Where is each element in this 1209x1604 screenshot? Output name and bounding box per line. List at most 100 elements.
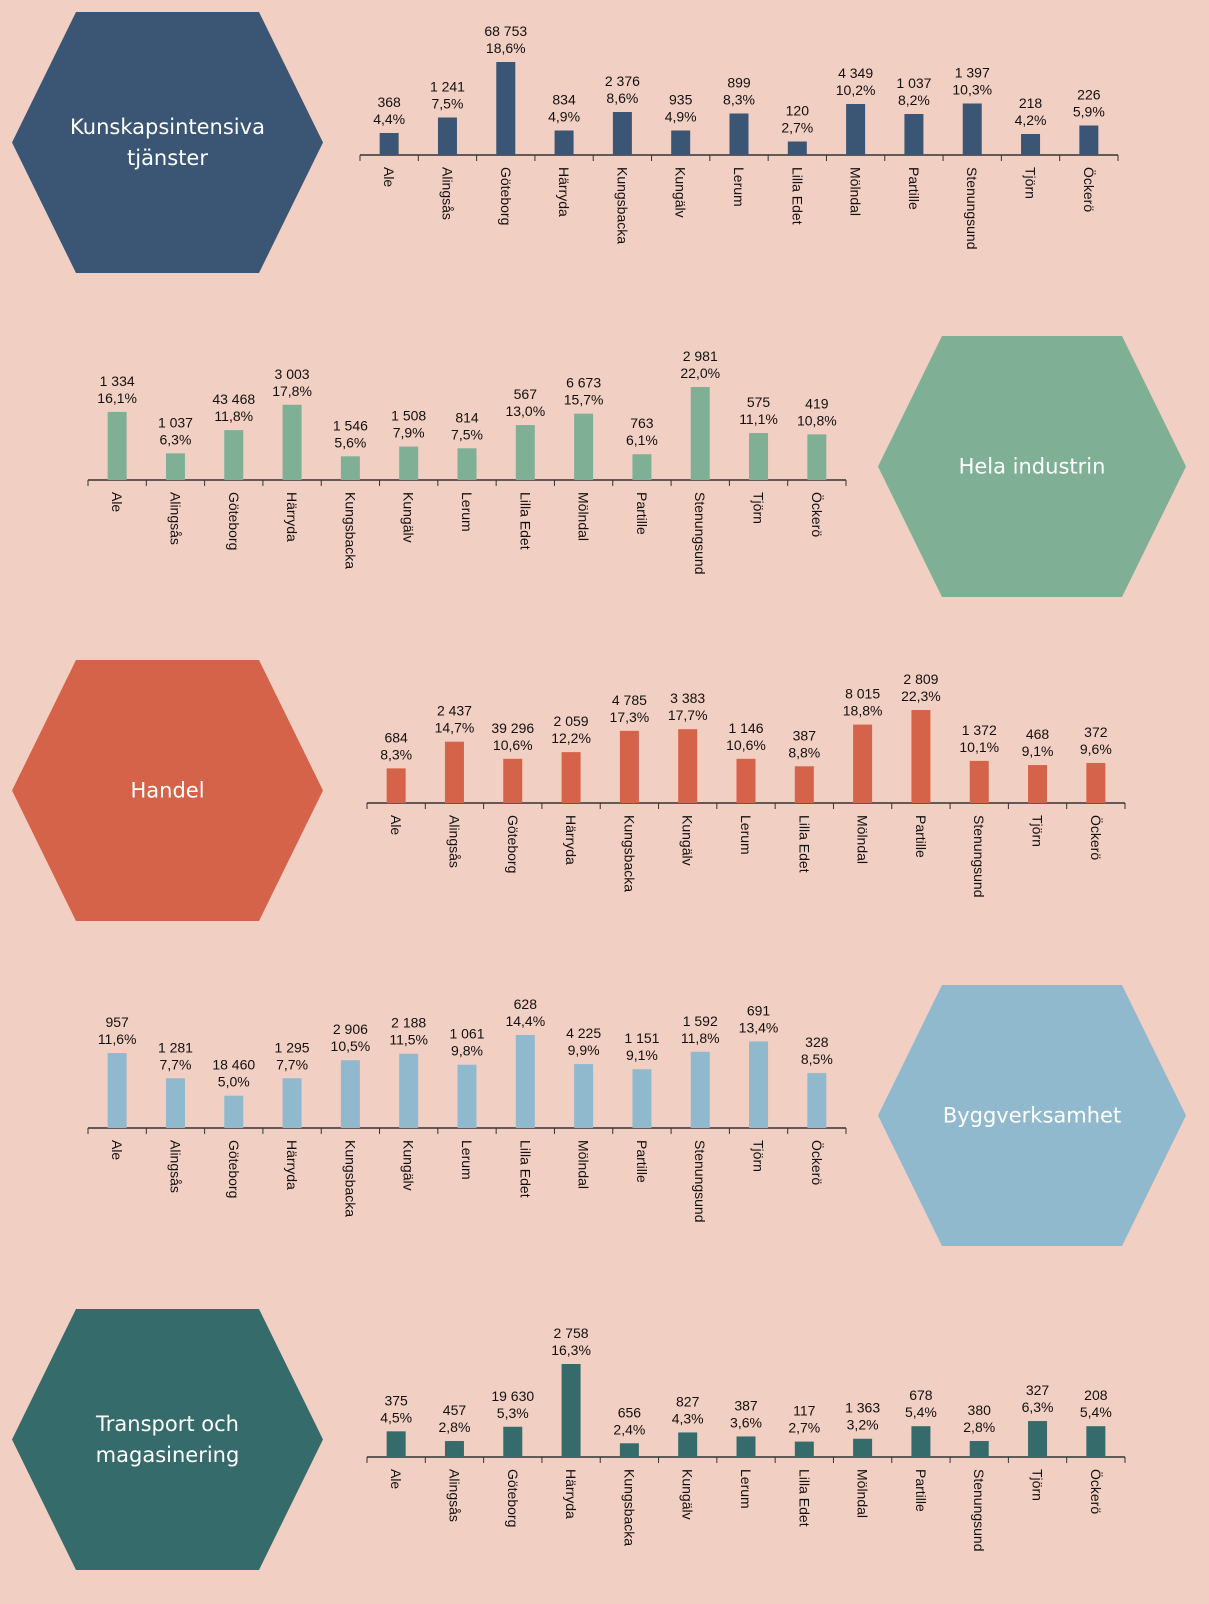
bar [612, 112, 632, 155]
bar [962, 103, 982, 155]
category-label: Lilla Edet [796, 1469, 812, 1527]
count-label: 1 592 [683, 1013, 718, 1029]
bar [399, 446, 419, 480]
bar [690, 1051, 710, 1128]
category-label: Lerum [459, 1140, 475, 1180]
count-label: 368 [377, 94, 401, 110]
category-label: Lerum [731, 167, 747, 207]
value-label: 5,9% [1073, 104, 1105, 120]
value-label: 11,6% [98, 1031, 137, 1047]
bar [671, 130, 691, 155]
value-label: 2,7% [788, 1420, 820, 1436]
count-label: 2 059 [554, 713, 589, 729]
value-label: 3,2% [847, 1417, 879, 1433]
count-label: 1 397 [955, 65, 990, 81]
bar [794, 766, 814, 803]
bar [224, 430, 244, 480]
count-label: 935 [669, 92, 693, 108]
value-label: 9,1% [626, 1047, 658, 1063]
count-label: 1 037 [158, 414, 193, 430]
count-label: 2 437 [437, 703, 472, 719]
hex-title: Hela industrin [959, 455, 1106, 479]
category-label: Tjörn [751, 492, 767, 524]
value-label: 10,2% [836, 82, 876, 98]
count-label: 691 [747, 1002, 771, 1018]
count-label: 226 [1077, 87, 1101, 103]
count-label: 628 [514, 996, 538, 1012]
bar [282, 404, 302, 480]
value-label: 8,2% [898, 92, 930, 108]
bar [386, 1431, 406, 1457]
count-label: 3 003 [275, 366, 310, 382]
count-label: 1 508 [391, 408, 426, 424]
category-label: Alingsås [446, 815, 462, 868]
category-label: Kungälv [401, 492, 417, 543]
hex-title: Transport och [95, 1412, 239, 1436]
category-label: Härryda [284, 492, 300, 542]
category-label: Göteborg [226, 492, 242, 550]
count-label: 8 015 [845, 686, 880, 702]
count-label: 684 [384, 729, 408, 745]
count-label: 2 376 [605, 73, 640, 89]
value-label: 7,7% [160, 1056, 192, 1072]
count-label: 43 468 [212, 391, 255, 407]
hexagon [12, 660, 323, 921]
value-label: 5,0% [218, 1074, 250, 1090]
bar [379, 133, 399, 155]
value-label: 10,1% [959, 739, 999, 755]
count-label: 18 460 [212, 1057, 255, 1073]
bar [554, 130, 574, 155]
value-label: 4,9% [548, 109, 580, 125]
value-label: 5,4% [905, 1404, 937, 1420]
bar [729, 113, 749, 155]
category-label: Öckerö [1088, 1469, 1105, 1514]
value-label: 9,6% [1080, 741, 1112, 757]
category-label: Partille [634, 492, 650, 535]
count-label: 120 [786, 103, 810, 119]
count-label: 899 [727, 75, 751, 91]
count-label: 2 758 [554, 1325, 589, 1341]
value-label: 10,6% [726, 737, 766, 753]
hex-title: tjänster [127, 146, 208, 170]
category-label: Lerum [738, 1469, 754, 1509]
category-label: Alingsås [167, 492, 183, 545]
value-label: 2,8% [963, 1419, 995, 1435]
category-label: Partille [913, 815, 929, 858]
category-label: Alingsås [446, 1469, 462, 1522]
count-label: 2 188 [391, 1015, 426, 1031]
category-label: Ale [388, 815, 404, 835]
bar [1028, 1421, 1048, 1457]
count-label: 6 673 [566, 375, 601, 391]
count-label: 827 [676, 1393, 700, 1409]
count-label: 4 349 [838, 65, 873, 81]
bar [807, 434, 827, 480]
bar [1079, 125, 1099, 155]
bar [632, 1069, 652, 1128]
bar [386, 768, 406, 803]
category-label: Mölndal [576, 492, 592, 541]
count-label: 117 [793, 1403, 816, 1419]
value-label: 11,8% [214, 408, 253, 424]
category-label: Öckerö [809, 1140, 826, 1185]
value-label: 8,3% [723, 92, 755, 108]
bar [969, 1441, 989, 1457]
bar [437, 117, 457, 155]
count-label: 656 [618, 1404, 642, 1420]
count-label: 218 [1019, 95, 1043, 111]
category-label: Stenungsund [692, 1140, 708, 1223]
bar [496, 62, 516, 155]
bar [1086, 762, 1106, 803]
value-label: 11,8% [681, 1030, 720, 1046]
bar [444, 741, 464, 803]
category-label: Stenungsund [964, 167, 980, 250]
value-label: 2,7% [781, 120, 813, 136]
count-label: 1 281 [158, 1039, 193, 1055]
bar [457, 1064, 477, 1128]
value-label: 11,5% [389, 1032, 428, 1048]
bar [503, 1426, 523, 1457]
bar [399, 1053, 419, 1128]
count-label: 567 [514, 386, 538, 402]
count-label: 1 372 [962, 722, 997, 738]
